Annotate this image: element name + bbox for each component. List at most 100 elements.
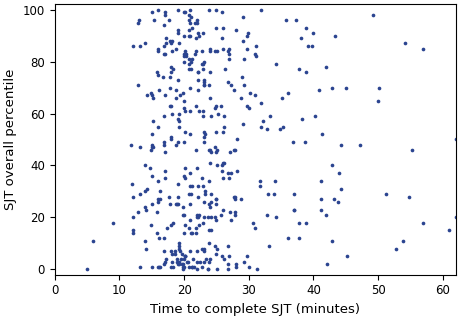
Point [322, 212, 329, 217]
Point [294, 236, 302, 241]
Point [174, 7, 182, 12]
Point [167, 64, 174, 69]
Point [405, 194, 412, 199]
Point [256, 184, 263, 189]
Point [156, 197, 163, 202]
Point [199, 220, 206, 225]
Point [337, 186, 344, 191]
Point [220, 124, 227, 129]
Point [148, 132, 156, 137]
Point [200, 246, 207, 251]
Point [205, 7, 213, 12]
Point [179, 262, 186, 267]
Point [185, 56, 192, 61]
Point [186, 7, 193, 12]
Point [192, 103, 200, 108]
Point [187, 67, 194, 72]
Point [198, 108, 206, 114]
Point [149, 119, 156, 124]
Point [193, 267, 201, 272]
Point [245, 106, 252, 111]
Point [171, 249, 179, 254]
Point [200, 199, 207, 204]
Point [374, 85, 381, 90]
Point [232, 262, 239, 267]
Point [220, 160, 227, 165]
Point [162, 93, 169, 98]
Point [342, 254, 350, 259]
Point [174, 181, 181, 186]
Point [136, 44, 144, 49]
Point [206, 69, 213, 75]
Point [200, 82, 207, 87]
Point [327, 163, 335, 168]
Point [263, 191, 271, 196]
Point [192, 225, 199, 230]
Point [188, 25, 195, 30]
Point [185, 191, 192, 196]
Point [129, 44, 136, 49]
Point [224, 176, 232, 181]
Point [217, 212, 224, 217]
Point [191, 36, 199, 41]
Point [207, 46, 214, 51]
Point [159, 75, 167, 80]
Point [191, 147, 199, 152]
Point [374, 98, 381, 103]
Point [180, 212, 188, 217]
Point [160, 236, 167, 241]
Point [140, 238, 148, 243]
Point [243, 254, 250, 259]
Point [205, 228, 213, 233]
Point [200, 249, 207, 254]
Point [272, 215, 279, 220]
Point [156, 264, 163, 269]
Point [205, 82, 213, 87]
Point [174, 28, 182, 33]
Point [185, 67, 192, 72]
Point [175, 119, 183, 124]
Point [451, 137, 459, 142]
Point [140, 189, 148, 194]
Point [199, 30, 206, 36]
Point [244, 30, 252, 36]
Point [199, 184, 207, 189]
Point [174, 77, 181, 82]
Point [270, 191, 278, 196]
Point [302, 25, 309, 30]
Point [212, 25, 219, 30]
Point [289, 140, 296, 145]
Point [153, 230, 160, 236]
Point [236, 95, 244, 100]
Point [180, 230, 187, 236]
Point [173, 256, 180, 261]
Point [180, 59, 187, 64]
Point [202, 256, 209, 261]
Point [182, 51, 189, 56]
Point [213, 246, 221, 251]
Point [193, 165, 200, 171]
Point [180, 256, 187, 261]
Point [180, 173, 187, 179]
Point [407, 147, 414, 152]
Point [239, 121, 246, 126]
Point [330, 197, 337, 202]
Point [173, 142, 180, 147]
Point [256, 179, 263, 184]
Point [186, 132, 194, 137]
Point [240, 56, 247, 61]
Point [185, 225, 193, 230]
Point [160, 140, 167, 145]
Point [185, 12, 193, 17]
Point [185, 18, 192, 23]
Point [148, 10, 155, 15]
Point [175, 259, 182, 264]
Point [160, 249, 168, 254]
Point [185, 259, 192, 264]
Point [207, 199, 214, 204]
Point [185, 62, 193, 67]
Point [316, 197, 324, 202]
Point [193, 194, 201, 199]
Point [231, 147, 238, 152]
Point [185, 184, 193, 189]
